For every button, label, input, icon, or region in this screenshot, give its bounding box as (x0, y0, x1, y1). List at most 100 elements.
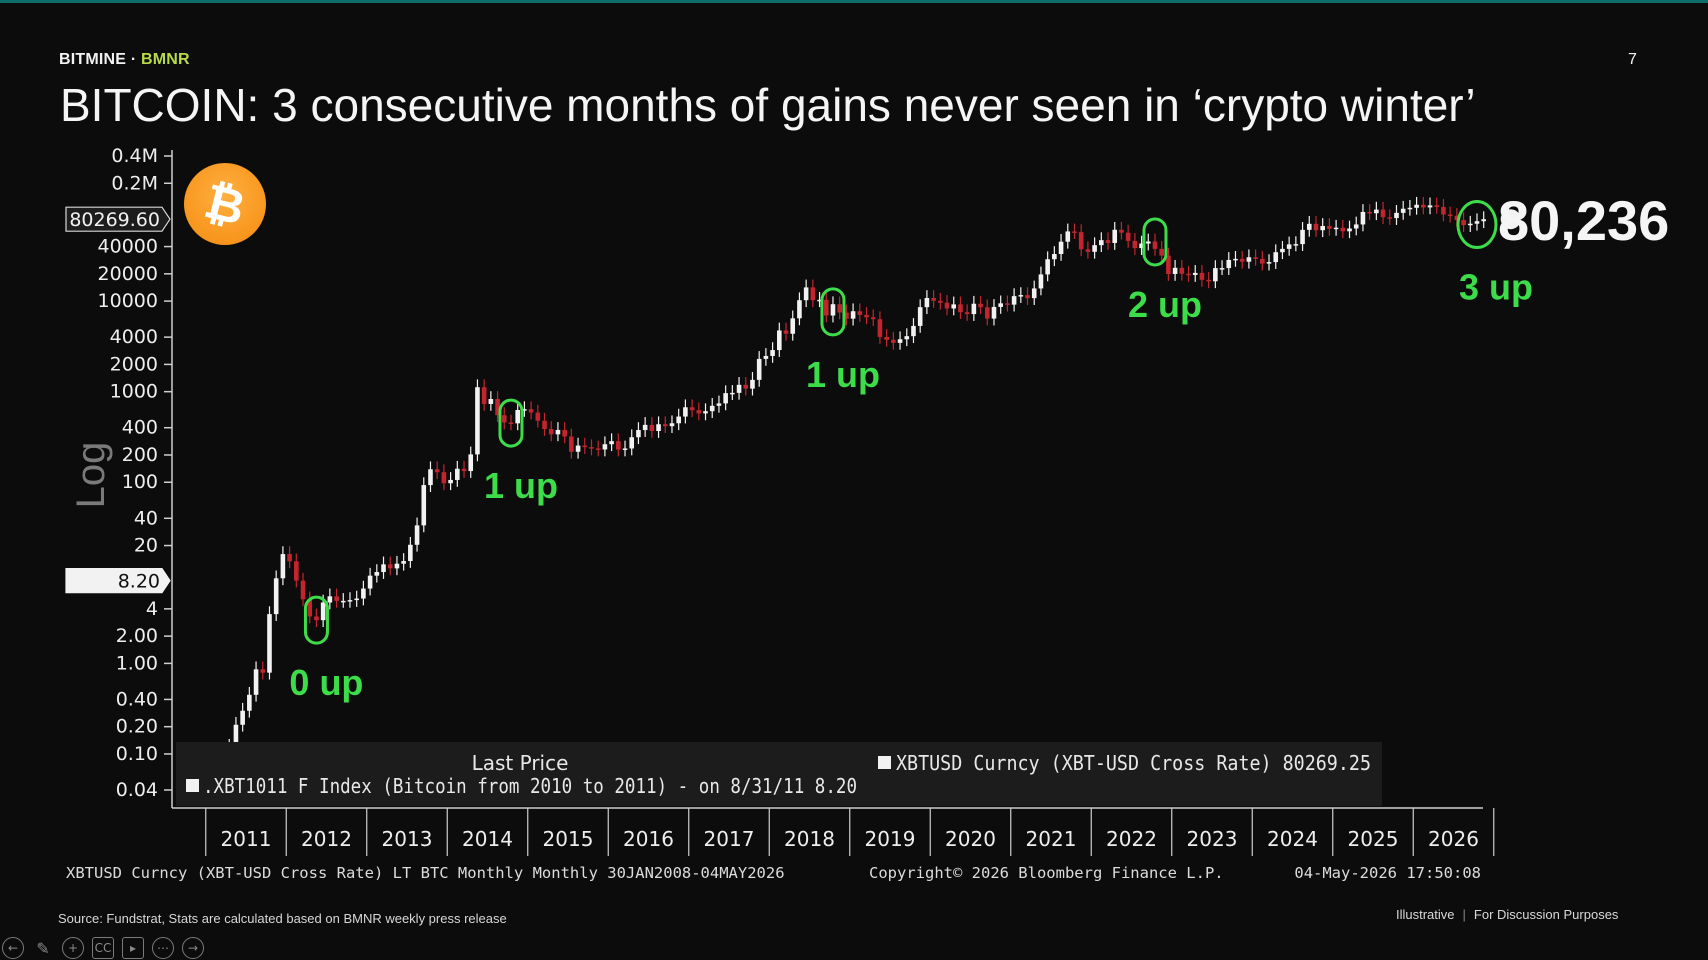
y-tick-label: 40 (134, 507, 158, 529)
y-tick-label: 200 (122, 444, 158, 466)
y-tick-label: 400 (122, 417, 158, 439)
legend-swatch (186, 779, 199, 792)
candle (629, 429, 635, 456)
candle (830, 296, 836, 323)
zoom-icon[interactable]: + (62, 937, 84, 959)
y-tick-label: 0.10 (116, 743, 158, 765)
y-tick-label: 0.20 (116, 716, 158, 738)
bloomberg-copyright: Copyright© 2026 Bloomberg Finance L.P. (869, 864, 1224, 882)
candle (783, 322, 789, 341)
candle (300, 572, 306, 607)
candle (696, 402, 702, 421)
candle (1199, 265, 1205, 287)
annotation-label: 0 up (289, 662, 363, 703)
candle (1280, 241, 1285, 260)
candle (1005, 295, 1010, 312)
candle (917, 299, 923, 333)
candle (777, 322, 782, 357)
candle (877, 311, 883, 344)
footer-source-note: Source: Fundstrat, Stats are calculated … (58, 911, 507, 926)
candle (1414, 196, 1419, 215)
candle (387, 556, 393, 576)
forward-icon[interactable]: → (182, 937, 204, 959)
candle (260, 661, 266, 680)
candle (582, 437, 588, 455)
candle (1367, 204, 1372, 221)
candle (1293, 236, 1299, 252)
candle (743, 377, 749, 396)
candle (991, 299, 997, 326)
candle (1125, 224, 1131, 248)
x-tick-label: 2012 (301, 827, 352, 851)
y-tick-label: 4000 (110, 326, 158, 348)
candle (347, 592, 353, 608)
candle (649, 417, 655, 438)
camera-icon[interactable]: ▸ (122, 937, 144, 959)
back-icon[interactable]: ← (2, 937, 24, 959)
price-chart: 0.4M 0.2M 40000 20000 10000 4000 2000 1000 400 20… (65, 145, 1669, 882)
candle (1333, 219, 1339, 236)
candle (1038, 266, 1044, 296)
y-tick-label: 4 (146, 598, 158, 620)
candle (1327, 218, 1332, 236)
candle (501, 407, 507, 430)
candle (1105, 232, 1111, 250)
y-tick-label: 1000 (110, 381, 158, 403)
candle (394, 555, 400, 576)
candle (1434, 197, 1440, 214)
candle (381, 556, 386, 579)
candle (924, 290, 930, 315)
candle (548, 421, 554, 442)
candle (1447, 206, 1453, 223)
candle (602, 436, 608, 457)
annotation: 1 up (806, 287, 880, 395)
x-tick-label: 2018 (784, 827, 835, 851)
candle (528, 401, 534, 420)
candle (1206, 272, 1211, 289)
candle (488, 391, 494, 411)
candle (535, 404, 541, 428)
candle (1092, 237, 1097, 259)
candle (1467, 215, 1473, 232)
x-tick-label: 2024 (1267, 827, 1318, 851)
candle (723, 385, 728, 411)
candle (1421, 196, 1426, 215)
candle (247, 686, 252, 718)
candle (481, 379, 487, 411)
candle (1233, 251, 1238, 267)
y-tick-label: 0.2M (111, 172, 158, 194)
candle (314, 608, 319, 628)
candle (1172, 259, 1178, 281)
candle (1132, 233, 1138, 255)
price-tag: 8.20 (65, 568, 171, 594)
captions-icon[interactable]: CC (92, 937, 114, 959)
footer-separator: | (1462, 907, 1466, 922)
price-tag-label: 8.20 (118, 571, 160, 593)
more-icon[interactable]: ⋯ (152, 937, 174, 959)
candle (763, 348, 769, 366)
y-tick-label: 1.00 (116, 652, 158, 674)
candle (1320, 218, 1325, 238)
candle (1186, 265, 1191, 282)
candle (401, 553, 406, 571)
candle (790, 310, 796, 341)
candle (770, 342, 775, 363)
slide-title: BITCOIN: 3 consecutive months of gains n… (60, 79, 1476, 131)
candle (823, 292, 829, 323)
annotation-marker (1456, 200, 1498, 250)
candle (817, 292, 822, 308)
candle (508, 414, 514, 431)
candle (662, 416, 668, 434)
y-tick-label: 2000 (110, 353, 158, 375)
candle (656, 416, 661, 438)
bloomberg-footer-left: XBTUSD Curncy (XBT-USD Cross Rate) LT BT… (66, 864, 785, 882)
candle (642, 417, 648, 437)
candle (273, 570, 279, 621)
candle (1058, 233, 1064, 261)
candle (1239, 251, 1245, 269)
x-tick-label: 2020 (945, 827, 996, 851)
candle (1099, 232, 1104, 253)
pen-icon[interactable]: ✎ (36, 938, 50, 958)
x-tick-label: 2022 (1106, 827, 1157, 851)
x-tick-label: 2016 (623, 827, 674, 851)
